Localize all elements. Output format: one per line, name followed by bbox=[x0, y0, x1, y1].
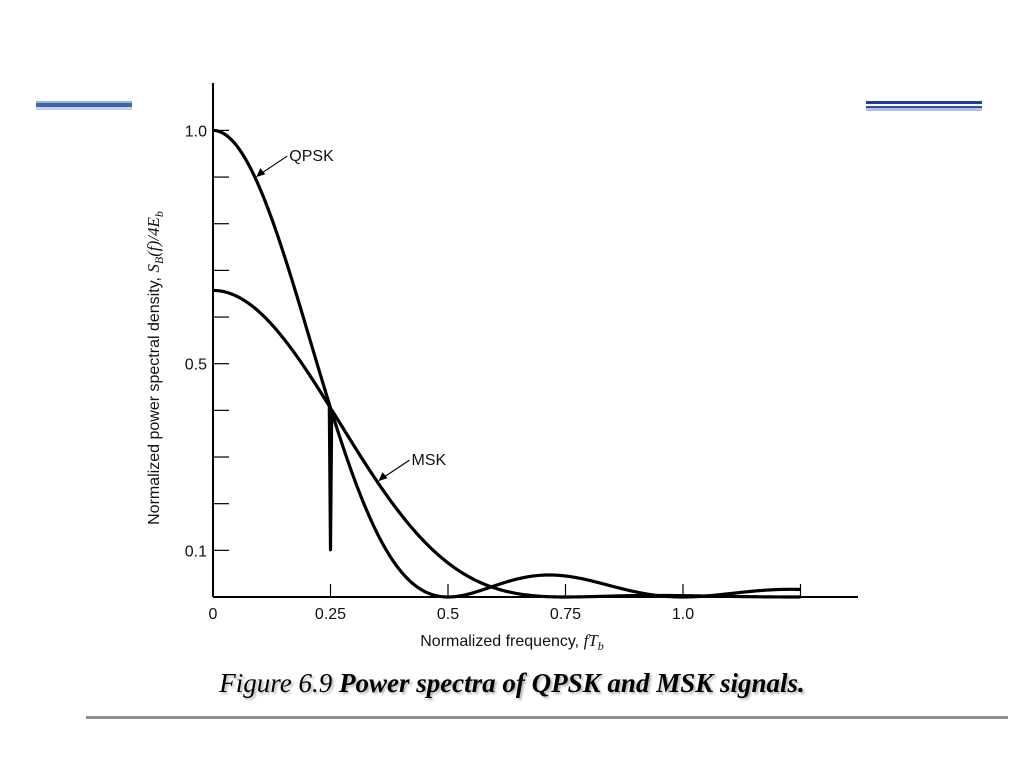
figure-number: Figure 6.9 bbox=[219, 668, 333, 698]
chart-annotations: QPSK MSK bbox=[256, 148, 447, 482]
header-rule-right bbox=[866, 101, 982, 111]
footer-rule bbox=[86, 716, 1008, 719]
y-tick-label-2: 1.0 bbox=[185, 123, 207, 140]
x-tick-label-2: 0.5 bbox=[437, 606, 459, 623]
series-line-msk bbox=[212, 288, 801, 599]
chart-curves bbox=[212, 128, 801, 599]
figure-title: Power spectra of QPSK and MSK signals. bbox=[338, 668, 805, 698]
x-tick-label-1: 0.25 bbox=[315, 606, 346, 623]
y-tick-label-0: 0.1 bbox=[185, 543, 207, 560]
x-tick-label-4: 1.0 bbox=[672, 606, 694, 623]
x-tick-label-0: 0 bbox=[209, 606, 218, 623]
annotation-label-msk: MSK bbox=[412, 452, 447, 469]
annotation-arrowhead-1 bbox=[378, 472, 388, 482]
annotation-arrowhead-0 bbox=[256, 168, 266, 178]
x-tick-label-3: 0.75 bbox=[550, 606, 581, 623]
x-axis-label: Normalized frequency, fTb bbox=[420, 631, 604, 653]
header-rule-left bbox=[36, 101, 132, 110]
y-axis-label: Normalized power spectral density, SB(f)… bbox=[144, 211, 166, 525]
chart-ticks: 0 0.25 0.5 0.75 1.0 0.1 0.5 1.0 bbox=[185, 123, 802, 623]
figure-caption: Figure 6.9 Power spectra of QPSK and MSK… bbox=[0, 668, 1024, 699]
y-tick-label-1: 0.5 bbox=[185, 357, 207, 374]
annotation-label-qpsk: QPSK bbox=[289, 148, 334, 165]
